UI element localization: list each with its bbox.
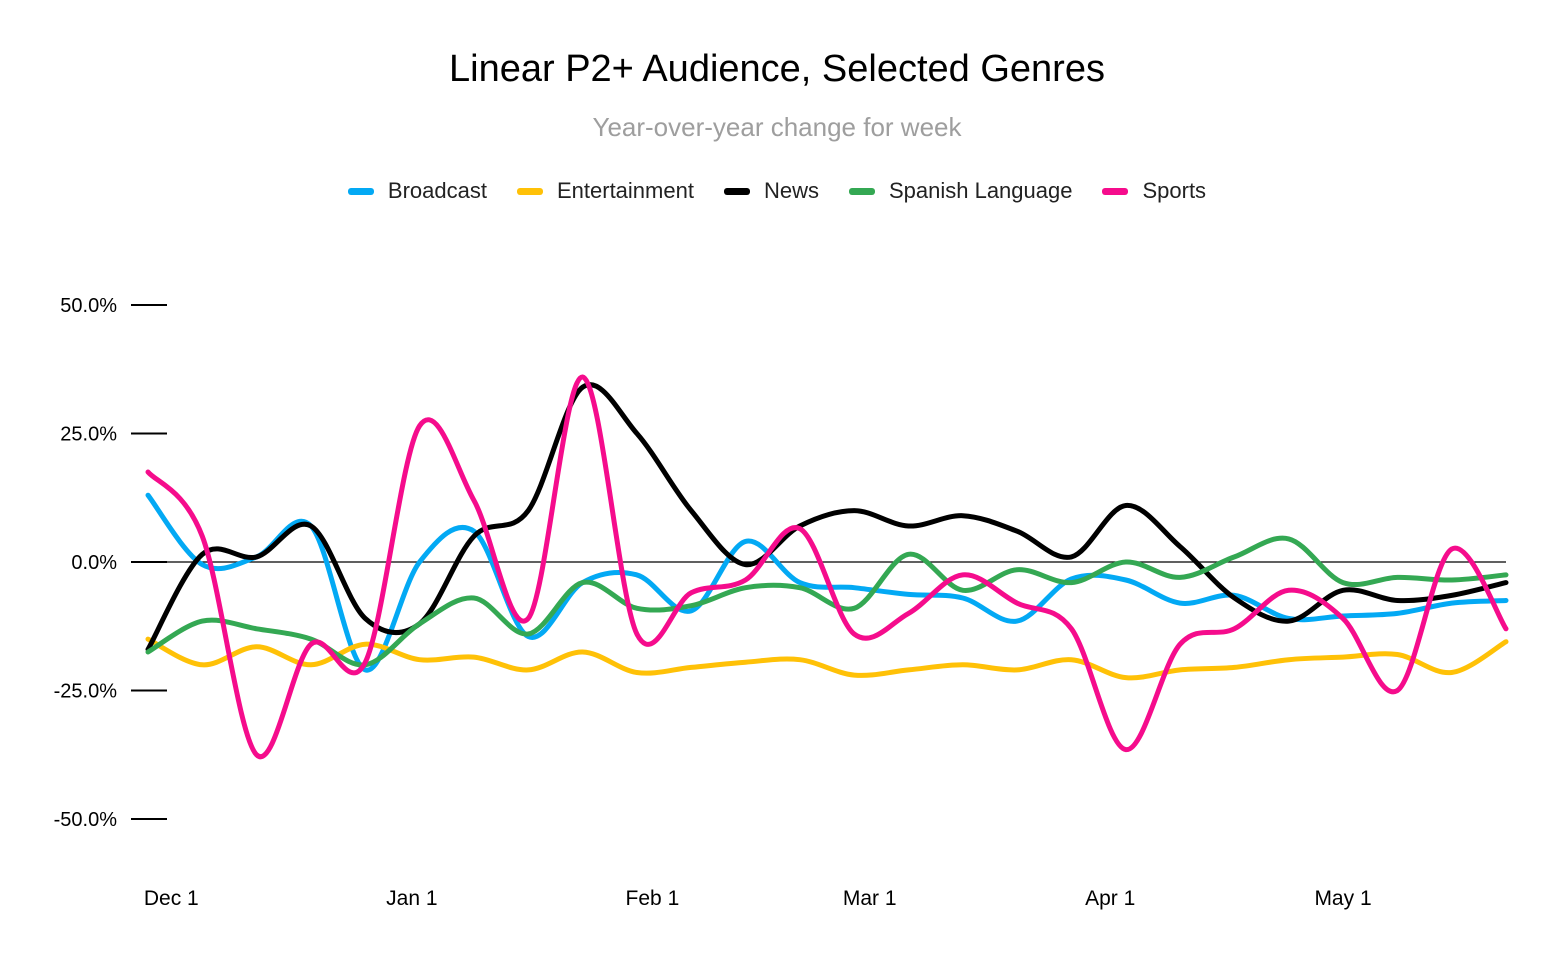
- y-tick-label: 50.0%: [60, 295, 117, 317]
- legend-label-entertainment: Entertainment: [556, 178, 694, 203]
- chart-subtitle: Year-over-year change for week: [592, 112, 962, 142]
- x-tick-label: May 1: [1314, 887, 1371, 910]
- legend-item-sports[interactable]: Sports: [1102, 178, 1206, 204]
- legend-swatch-entertainment: [516, 187, 543, 195]
- legend-label-news: News: [763, 178, 819, 203]
- legend: Broadcast Entertainment News Spanish Lan…: [0, 178, 1554, 204]
- x-tick-label: Jan 1: [386, 887, 437, 910]
- y-tick-label: 0.0%: [71, 552, 117, 574]
- series-line-sports: [145, 374, 1509, 760]
- legend-item-entertainment[interactable]: Entertainment: [516, 178, 694, 204]
- series-line-spanish-language: [145, 535, 1509, 668]
- y-tick-label: -25.0%: [54, 681, 118, 703]
- legend-swatch-sports: [1102, 187, 1129, 195]
- chart-title: Linear P2+ Audience, Selected Genres: [449, 48, 1105, 90]
- legend-swatch-broadcast: [347, 187, 374, 195]
- x-tick-label: Dec 1: [144, 887, 199, 910]
- x-tick-label: Feb 1: [626, 887, 680, 910]
- legend-label-broadcast: Broadcast: [387, 178, 487, 203]
- legend-item-news[interactable]: News: [723, 178, 819, 204]
- legend-label-spanish-language: Spanish Language: [888, 178, 1073, 203]
- legend-label-sports: Sports: [1142, 178, 1207, 203]
- legend-swatch-spanish-language: [848, 187, 875, 195]
- y-tick-label: 25.0%: [60, 424, 117, 446]
- legend-item-spanish-language[interactable]: Spanish Language: [848, 178, 1073, 204]
- x-tick-label: Apr 1: [1085, 887, 1135, 910]
- legend-swatch-news: [723, 187, 750, 195]
- series-line-news: [145, 382, 1509, 652]
- legend-item-broadcast[interactable]: Broadcast: [347, 178, 487, 204]
- y-tick-label: -50.0%: [54, 809, 118, 831]
- x-tick-label: Mar 1: [843, 887, 897, 910]
